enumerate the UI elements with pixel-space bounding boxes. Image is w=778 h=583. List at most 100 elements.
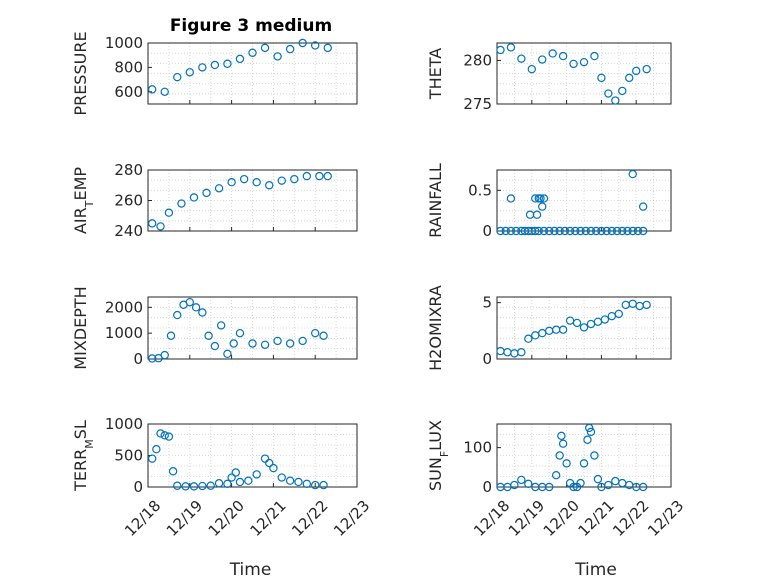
x-axis-label: Time	[574, 560, 617, 580]
data-point	[311, 328, 320, 338]
data-point	[569, 59, 578, 69]
data-point	[614, 309, 624, 319]
subplot-8: 0 100 SUNFLUX 12/1812/1912/2012/2112/2212/2…	[426, 420, 687, 580]
data-point	[604, 89, 613, 98]
data-point	[198, 481, 207, 491]
data-point	[611, 96, 620, 105]
data-point	[277, 176, 286, 185]
data-point	[576, 226, 585, 236]
data-point	[538, 55, 547, 64]
x-tick-label: 12/23	[644, 497, 687, 540]
data-point	[323, 43, 332, 53]
data-point	[565, 316, 575, 325]
data-point	[496, 226, 505, 236]
data-point	[551, 325, 561, 334]
data-point	[562, 459, 571, 468]
data-point	[638, 202, 648, 211]
y-tick-label: 280	[114, 161, 143, 179]
data-point	[623, 226, 632, 236]
y-tick-label: 1000	[105, 415, 143, 433]
data-point	[319, 331, 328, 340]
data-point	[147, 354, 157, 363]
data-point	[181, 482, 190, 491]
data-point	[147, 219, 157, 228]
data-point	[517, 475, 526, 485]
data-point	[633, 226, 643, 236]
y-tick-label: 2000	[105, 298, 143, 316]
data-point	[538, 202, 547, 211]
data-point	[536, 194, 545, 203]
data-point	[235, 54, 245, 64]
data-point	[642, 300, 651, 310]
data-point	[581, 226, 590, 236]
data-point	[177, 199, 186, 208]
data-point	[166, 331, 176, 340]
data-point	[160, 431, 169, 440]
y-tick-label: 0	[133, 478, 143, 496]
data-point	[235, 477, 245, 487]
data-point	[576, 478, 585, 488]
data-point	[227, 177, 236, 187]
data-point	[501, 226, 510, 236]
data-point	[298, 38, 307, 48]
data-point	[618, 86, 627, 96]
data-point	[612, 226, 622, 236]
x-tick-label: 12/21	[574, 497, 617, 540]
data-point	[252, 470, 261, 479]
data-point	[632, 66, 641, 76]
data-point	[579, 323, 589, 332]
data-point	[586, 226, 596, 236]
y-tick-label: 0	[482, 478, 492, 496]
y-tick-label: 280	[463, 51, 492, 69]
data-point	[583, 435, 592, 444]
y-tick-label: 0	[482, 350, 492, 368]
data-point	[152, 445, 161, 454]
data-point	[147, 454, 157, 463]
data-point	[235, 328, 245, 338]
data-point	[602, 226, 611, 236]
data-point	[604, 480, 613, 490]
data-point	[302, 479, 312, 489]
data-point	[532, 210, 542, 219]
data-point	[173, 72, 182, 82]
y-axis-label: H2OMIXRA	[426, 285, 445, 371]
data-point	[618, 478, 627, 488]
data-point	[551, 470, 561, 480]
y-axis-label: AIRTEMP	[71, 167, 96, 234]
data-point	[565, 226, 575, 236]
data-point	[164, 208, 174, 217]
y-tick-label: 1000	[105, 324, 143, 342]
data-point	[214, 184, 224, 193]
subplot-7: 0 500 1000 TERRMSL 12/1812/1912/2012/2112/22…	[71, 415, 373, 580]
data-point	[273, 52, 282, 61]
subplot-3: 240 260 280 AIRTEMP	[71, 161, 358, 240]
data-point	[173, 481, 182, 490]
data-point	[156, 429, 165, 438]
data-point	[260, 43, 270, 53]
subplot-1: 600 800 1000 PRESSURE	[71, 31, 358, 116]
data-point	[311, 41, 320, 50]
data-point	[625, 480, 634, 490]
x-tick-label: 12/19	[505, 497, 548, 540]
x-tick-label: 12/20	[205, 497, 248, 540]
data-point	[503, 348, 512, 357]
axes-box	[147, 42, 358, 105]
x-tick-label: 12/18	[470, 497, 513, 540]
data-point	[273, 336, 282, 346]
data-point	[579, 57, 589, 67]
data-point	[517, 348, 526, 357]
data-point	[185, 68, 194, 77]
y-tick-label: 1000	[105, 34, 143, 52]
data-point	[311, 480, 320, 490]
data-point	[191, 303, 201, 312]
data-point	[285, 339, 295, 348]
data-point	[285, 44, 295, 54]
data-point	[558, 51, 568, 61]
data-point	[539, 194, 549, 203]
data-point	[555, 226, 564, 236]
data-point	[538, 328, 547, 338]
data-point	[185, 297, 194, 307]
data-point	[555, 451, 564, 460]
data-point	[323, 171, 332, 181]
x-tick-label: 12/21	[246, 497, 289, 540]
